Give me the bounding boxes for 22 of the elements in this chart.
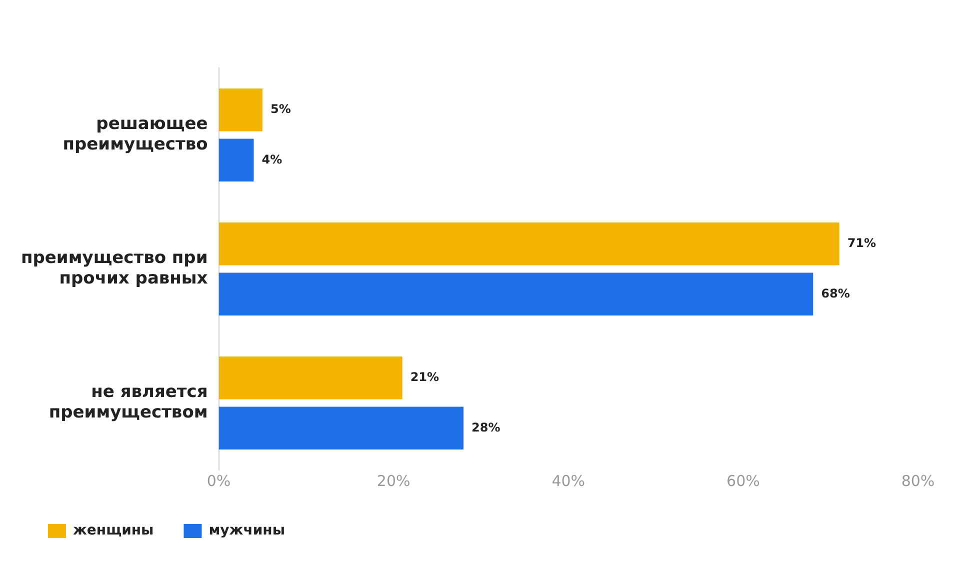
bar	[218, 222, 840, 266]
data-label: 21%	[410, 370, 440, 384]
data-label: 71%	[847, 236, 876, 250]
bar	[218, 88, 262, 132]
y-tick-label: не является преимуществом	[48, 382, 208, 423]
y-tick-label: решающее преимущество	[62, 114, 208, 155]
x-tick-label: 0%	[206, 472, 231, 490]
legend-label: мужчины	[208, 522, 285, 539]
legend-label: женщины	[73, 522, 154, 539]
x-tick-label: 40%	[552, 472, 586, 490]
data-label: 4%	[262, 152, 282, 166]
x-tick-label: 20%	[376, 472, 410, 490]
data-label: 68%	[821, 286, 850, 300]
y-tick-label: преимущество при прочих равных	[20, 248, 208, 289]
bar	[218, 406, 464, 450]
bar	[218, 356, 402, 400]
x-tick-label: 60%	[726, 472, 760, 490]
data-label: 5%	[270, 102, 291, 116]
data-label: 28%	[472, 420, 500, 434]
x-tick-label: 80%	[901, 472, 935, 490]
bar	[218, 138, 254, 182]
bar	[218, 272, 814, 316]
